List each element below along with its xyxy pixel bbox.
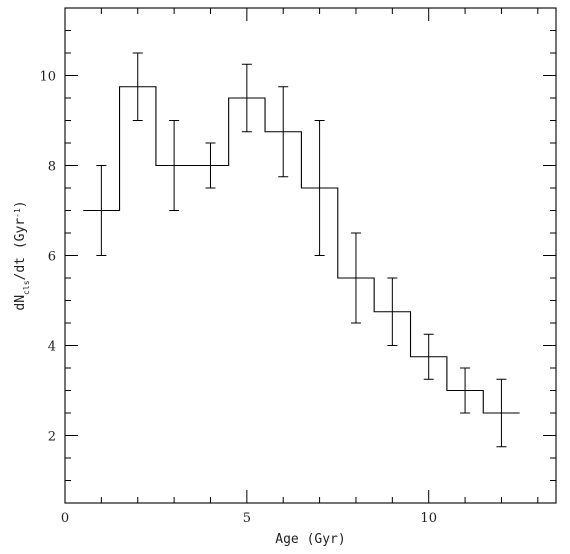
major-ticks xyxy=(64,8,556,503)
y-axis-title-prefix: dN xyxy=(13,295,28,311)
y-axis-title-suffix: ) xyxy=(13,200,28,208)
histogram-step-line xyxy=(83,86,520,414)
y-axis-title: dNcls/dt (Gyr-1) xyxy=(13,200,31,310)
y-axis-title-subscript: cls xyxy=(22,280,31,295)
y-axis-title-superscript: -1 xyxy=(13,208,22,218)
x-tick-label: 10 xyxy=(420,511,437,526)
error-bars xyxy=(96,52,507,448)
y-tick-label: 8 xyxy=(48,160,56,175)
plot-frame xyxy=(64,7,557,504)
y-tick-label: 2 xyxy=(48,430,56,445)
x-tick-label: 0 xyxy=(61,511,69,526)
x-tick-label: 5 xyxy=(243,511,251,526)
tick-labels: 0 5 10 2 4 6 8 10 xyxy=(39,70,437,527)
y-tick-label: 6 xyxy=(48,250,56,265)
minor-ticks xyxy=(65,7,556,504)
y-axis-title-middle: /dt (Gyr xyxy=(13,218,28,281)
y-tick-label: 10 xyxy=(39,70,56,85)
y-tick-label: 4 xyxy=(48,340,56,355)
x-axis-title: Age (Gyr) xyxy=(275,532,345,547)
